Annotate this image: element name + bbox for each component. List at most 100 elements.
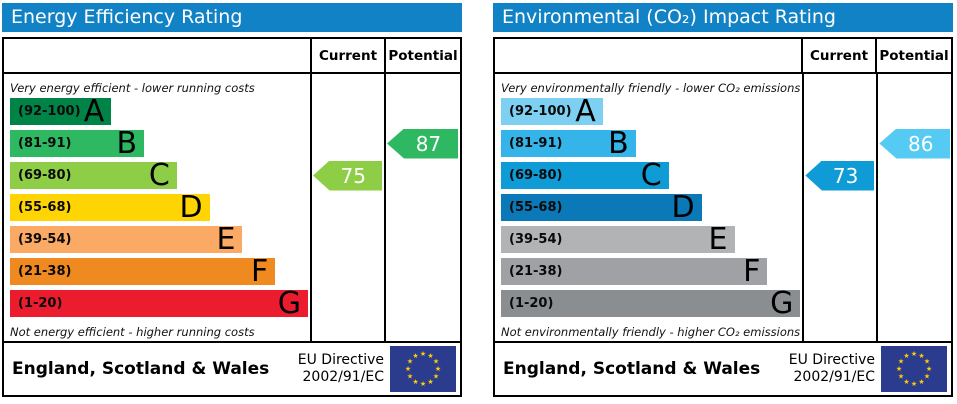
band-range: (92-100) [18, 104, 81, 119]
energy-chart-footer: England, Scotland & Wales EU Directive 2… [4, 341, 460, 395]
svg-text:★: ★ [407, 358, 413, 366]
svg-text:★: ★ [911, 350, 917, 358]
band-letter: C [640, 162, 662, 189]
potential-column-header: Potential [875, 39, 951, 72]
co2-chart-title: Environmental (CO₂) Impact Rating [493, 3, 953, 32]
band-row-f: (21-38) F [10, 258, 276, 285]
footer-region-label: England, Scotland & Wales [503, 359, 761, 379]
band-letter: G [277, 290, 301, 317]
svg-text:★: ★ [433, 373, 439, 381]
svg-text:★: ★ [918, 378, 924, 386]
band-row-b: (81-91) B [10, 130, 145, 157]
svg-text:★: ★ [412, 378, 418, 386]
energy-chart-table: Current Potential Very energy efficient … [2, 37, 462, 397]
potential-rating-arrow: 87 [387, 128, 458, 159]
svg-text:★: ★ [427, 378, 433, 386]
svg-text:★: ★ [903, 352, 909, 360]
band-range: (81-91) [509, 136, 563, 151]
band-row-c: (69-80) C [501, 162, 669, 189]
band-row-e: (39-54) E [501, 226, 735, 253]
svg-text:★: ★ [918, 352, 924, 360]
band-range: (39-54) [18, 232, 72, 247]
energy-efficiency-chart: Energy Efficiency Rating Current Potenti… [2, 3, 462, 397]
band-row-d: (55-68) D [501, 194, 702, 221]
co2-band-area: Very environmentally friendly - lower CO… [495, 74, 802, 341]
band-row-d: (55-68) D [10, 194, 210, 221]
band-range: (55-68) [509, 200, 563, 215]
co2-column-header-row: Current Potential [495, 39, 951, 74]
eu-flag-icon: ★ ★ ★ ★ ★ ★ ★ ★ ★ ★ ★ ★ [390, 346, 456, 392]
eu-directive-label: EU Directive 2002/91/EC [297, 352, 384, 385]
band-row-e: (39-54) E [10, 226, 243, 253]
band-letter: A [83, 98, 105, 125]
caption-top: Very environmentally friendly - lower CO… [501, 81, 801, 95]
current-rating-column: 73 [802, 74, 876, 341]
band-range: (69-80) [509, 168, 563, 183]
energy-band-area: Very energy efficient - lower running co… [4, 74, 310, 341]
svg-text:★: ★ [898, 373, 904, 381]
band-range: (92-100) [509, 104, 572, 119]
eu-directive-label: EU Directive 2002/91/EC [788, 352, 875, 385]
caption-bottom: Not energy efficient - higher running co… [10, 325, 255, 339]
svg-text:★: ★ [911, 380, 917, 388]
band-range: (1-20) [509, 296, 554, 311]
band-letter: B [608, 130, 629, 157]
svg-text:★: ★ [435, 365, 441, 373]
band-range: (39-54) [509, 232, 563, 247]
co2-impact-chart: Environmental (CO₂) Impact Rating Curren… [493, 3, 953, 397]
band-row-b: (81-91) B [501, 130, 636, 157]
co2-chart-table: Current Potential Very environmentally f… [493, 37, 953, 397]
svg-text:★: ★ [903, 378, 909, 386]
band-range: (21-38) [509, 264, 563, 279]
footer-region-label: England, Scotland & Wales [12, 359, 270, 379]
band-letter: F [250, 258, 269, 285]
band-letter: E [708, 226, 728, 253]
band-row-g: (1-20) G [10, 290, 308, 317]
band-letter: D [671, 194, 695, 221]
svg-text:★: ★ [924, 358, 930, 366]
band-row-a: (92-100) A [501, 98, 603, 125]
band-range: (69-80) [18, 168, 72, 183]
band-row-g: (1-20) G [501, 290, 801, 317]
band-letter: C [148, 162, 170, 189]
band-row-a: (92-100) A [10, 98, 112, 125]
band-range: (21-38) [18, 264, 72, 279]
svg-text:★: ★ [926, 365, 932, 373]
svg-text:★: ★ [407, 373, 413, 381]
band-letter: G [770, 290, 794, 317]
current-rating-column: 75 [310, 74, 384, 341]
svg-text:★: ★ [896, 365, 902, 373]
caption-bottom: Not environmentally friendly - higher CO… [501, 325, 801, 339]
band-row-f: (21-38) F [501, 258, 768, 285]
potential-rating-arrow: 86 [879, 128, 951, 159]
svg-text:★: ★ [898, 358, 904, 366]
band-letter: F [743, 258, 761, 285]
svg-text:★: ★ [433, 358, 439, 366]
band-column-header [495, 39, 801, 72]
band-letter: E [216, 226, 236, 253]
caption-top: Very energy efficient - lower running co… [10, 81, 255, 95]
potential-rating-column: 86 [876, 74, 952, 341]
svg-text:★: ★ [427, 352, 433, 360]
eu-flag-icon: ★ ★ ★ ★ ★ ★ ★ ★ ★ ★ ★ ★ [881, 346, 947, 392]
current-column-header: Current [801, 39, 875, 72]
current-rating-arrow: 75 [313, 160, 382, 191]
co2-chart-footer: England, Scotland & Wales EU Directive 2… [495, 341, 951, 395]
energy-chart-title: Energy Efficiency Rating [2, 3, 462, 32]
potential-rating-column: 87 [384, 74, 460, 341]
svg-text:★: ★ [405, 365, 411, 373]
band-column-header [4, 39, 310, 72]
energy-column-header-row: Current Potential [4, 39, 460, 74]
band-letter: A [575, 98, 596, 125]
svg-text:★: ★ [420, 350, 426, 358]
co2-chart-body: Very environmentally friendly - lower CO… [495, 74, 951, 341]
band-range: (1-20) [18, 296, 63, 311]
svg-text:★: ★ [412, 352, 418, 360]
band-range: (55-68) [18, 200, 72, 215]
band-letter: D [179, 194, 203, 221]
energy-chart-body: Very energy efficient - lower running co… [4, 74, 460, 341]
current-column-header: Current [310, 39, 384, 72]
svg-text:★: ★ [924, 373, 930, 381]
band-letter: B [116, 130, 138, 157]
